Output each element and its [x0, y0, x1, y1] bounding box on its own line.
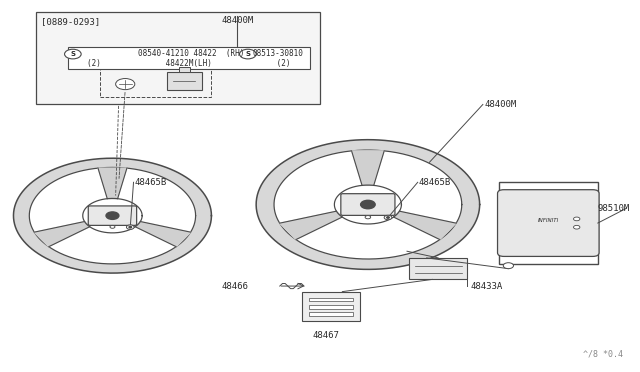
Bar	[36, 12, 320, 105]
Polygon shape	[280, 211, 342, 240]
Bar	[68, 47, 310, 69]
Bar	[100, 69, 211, 97]
Text: S: S	[245, 51, 250, 57]
FancyBboxPatch shape	[497, 190, 599, 256]
Polygon shape	[135, 222, 191, 247]
Circle shape	[106, 212, 119, 219]
Circle shape	[573, 217, 580, 221]
FancyBboxPatch shape	[88, 206, 136, 225]
Text: 48400M: 48400M	[484, 100, 517, 109]
Text: ^/8 *0.4: ^/8 *0.4	[583, 349, 623, 358]
Text: S: S	[70, 51, 76, 57]
Polygon shape	[98, 168, 127, 199]
Circle shape	[365, 215, 371, 219]
Text: 48466: 48466	[221, 282, 248, 291]
Circle shape	[110, 225, 115, 228]
Circle shape	[65, 49, 81, 59]
Bar	[302, 292, 360, 321]
Text: INFINITI: INFINITI	[538, 218, 559, 222]
Circle shape	[387, 217, 389, 218]
Bar	[308, 312, 353, 316]
Bar	[167, 72, 202, 90]
Bar	[179, 67, 189, 72]
Circle shape	[239, 49, 256, 59]
Circle shape	[116, 78, 135, 90]
Bar	[308, 298, 353, 301]
Circle shape	[503, 263, 513, 269]
Text: 98510M: 98510M	[598, 204, 630, 213]
Text: 08540-41210 48422  (RH): 08540-41210 48422 (RH)	[138, 49, 244, 58]
Polygon shape	[35, 222, 90, 247]
Circle shape	[129, 227, 132, 228]
Polygon shape	[13, 158, 211, 273]
Bar	[499, 182, 598, 264]
Text: 48400M: 48400M	[221, 16, 253, 25]
Text: (2)              48422M(LH)              (2): (2) 48422M(LH) (2)	[87, 59, 291, 68]
Circle shape	[127, 225, 134, 230]
Polygon shape	[256, 140, 479, 269]
Bar	[308, 305, 353, 309]
Bar	[410, 258, 467, 279]
Text: 48465B: 48465B	[135, 178, 167, 187]
Circle shape	[360, 200, 375, 209]
Circle shape	[573, 225, 580, 229]
Text: 48465B: 48465B	[419, 178, 451, 187]
Polygon shape	[394, 211, 456, 240]
Polygon shape	[351, 151, 384, 185]
FancyBboxPatch shape	[341, 194, 395, 215]
Circle shape	[384, 215, 392, 220]
Text: [0889-0293]: [0889-0293]	[41, 17, 100, 26]
Text: 48467: 48467	[313, 331, 340, 340]
Text: 48433A: 48433A	[470, 282, 502, 291]
Text: 08513-30810: 08513-30810	[253, 49, 304, 58]
